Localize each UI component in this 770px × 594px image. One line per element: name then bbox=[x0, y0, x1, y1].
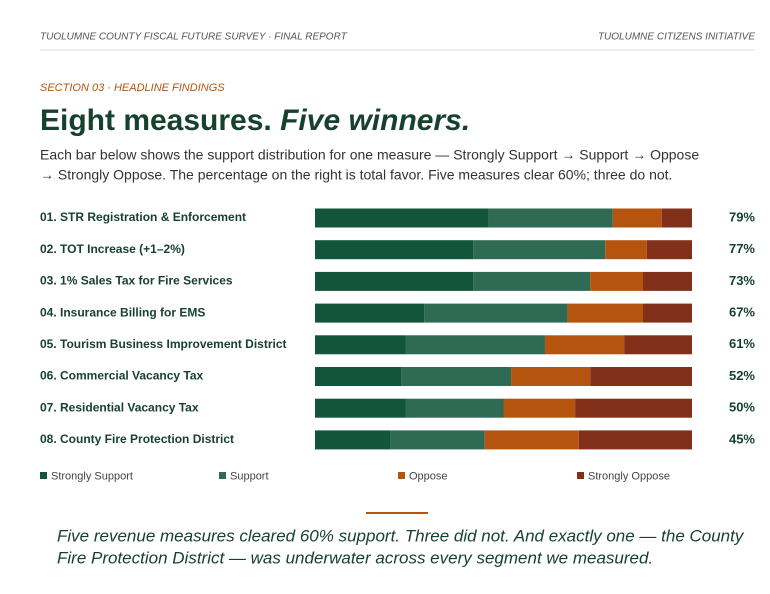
total-label: 73% bbox=[729, 273, 755, 288]
bar-segment bbox=[405, 398, 504, 418]
bar-segment bbox=[488, 208, 613, 228]
description-line: → Strongly Oppose. The percentage on the… bbox=[40, 167, 672, 183]
bar-segment bbox=[315, 335, 406, 355]
total-label: 67% bbox=[729, 305, 755, 320]
bar-segment bbox=[624, 335, 692, 355]
header-right: TUOLUMNE CITIZENS INITIATIVE bbox=[598, 32, 755, 43]
row-label: 02. TOT Increase (+1–2%) bbox=[40, 242, 185, 256]
legend-swatch bbox=[40, 472, 47, 479]
bar-segment bbox=[575, 398, 692, 418]
legend-swatch bbox=[398, 472, 405, 479]
row-label: 01. STR Registration & Enforcement bbox=[40, 210, 246, 224]
bar-segment bbox=[612, 208, 662, 228]
row-label: 07. Residential Vacancy Tax bbox=[40, 400, 199, 414]
bar-segment bbox=[578, 430, 692, 450]
row-label: 05. Tourism Business Improvement Distric… bbox=[40, 337, 287, 351]
legend-label: Strongly Oppose bbox=[588, 470, 670, 482]
bar-segment bbox=[544, 335, 625, 355]
legend-swatch bbox=[577, 472, 584, 479]
total-label: 61% bbox=[729, 336, 755, 351]
bar-segment bbox=[315, 208, 489, 228]
bar-segment bbox=[590, 271, 643, 291]
bar-segment bbox=[484, 430, 579, 450]
title-plain: Eight measures. bbox=[40, 104, 272, 137]
total-label: 77% bbox=[729, 241, 755, 256]
title-emphasis: Five winners. bbox=[280, 104, 470, 137]
quote-line: Five revenue measures cleared 60% suppor… bbox=[57, 526, 745, 545]
bar-segment bbox=[642, 271, 692, 291]
quote-line: Fire Protection District — was underwate… bbox=[57, 548, 653, 567]
bar-segment bbox=[401, 367, 512, 386]
bar-segment bbox=[315, 240, 474, 260]
legend-swatch bbox=[219, 472, 226, 479]
bar-segment bbox=[590, 367, 692, 386]
legend-label: Oppose bbox=[409, 470, 448, 482]
section-label: SECTION 03 · HEADLINE FINDINGS bbox=[40, 82, 225, 94]
total-label: 50% bbox=[729, 400, 755, 415]
bar-segment bbox=[642, 303, 692, 323]
bar-segment bbox=[315, 367, 402, 386]
bar-segment bbox=[605, 240, 647, 260]
bar-segment bbox=[315, 430, 391, 450]
header-left: TUOLUMNE COUNTY FISCAL FUTURE SURVEY · F… bbox=[40, 32, 348, 43]
bar-segment bbox=[567, 303, 643, 323]
bar-segment bbox=[473, 240, 606, 260]
bar-segment bbox=[473, 271, 591, 291]
row-label: 04. Insurance Billing for EMS bbox=[40, 305, 205, 319]
title: Eight measures. Five winners. bbox=[40, 104, 470, 137]
total-label: 52% bbox=[729, 368, 755, 383]
bar-segment bbox=[315, 398, 406, 418]
bar-segment bbox=[511, 367, 591, 386]
bar-segment bbox=[405, 335, 545, 355]
row-label: 08. County Fire Protection District bbox=[40, 432, 234, 446]
description-line: Each bar below shows the support distrib… bbox=[40, 147, 699, 163]
bar-segment bbox=[424, 303, 568, 323]
legend-label: Support bbox=[230, 470, 269, 482]
bar-segment bbox=[503, 398, 576, 418]
bar-segment bbox=[315, 271, 474, 291]
bar-segment bbox=[315, 303, 425, 323]
bar-segment bbox=[646, 240, 692, 260]
row-label: 06. Commercial Vacancy Tax bbox=[40, 369, 204, 383]
total-label: 45% bbox=[729, 431, 755, 446]
bar-segment bbox=[661, 208, 692, 228]
total-label: 79% bbox=[729, 209, 755, 224]
legend-label: Strongly Support bbox=[51, 470, 133, 482]
bar-segment bbox=[390, 430, 485, 450]
row-label: 03. 1% Sales Tax for Fire Services bbox=[40, 274, 233, 288]
